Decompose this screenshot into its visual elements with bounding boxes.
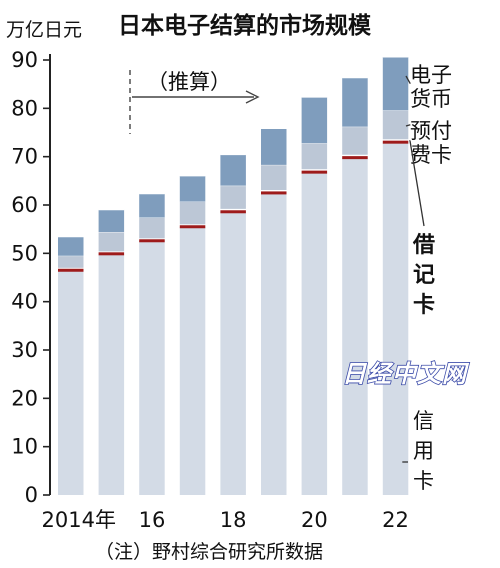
forecast-label: （推算） — [147, 70, 231, 94]
y-tick-label: 0 — [25, 483, 38, 507]
bar-segment-debit — [261, 191, 287, 195]
bar-segment-emoney — [261, 128, 287, 165]
y-tick-label: 30 — [11, 338, 38, 362]
legend-label-emoney: 电子 — [410, 63, 452, 87]
bar-segment-emoney — [301, 97, 328, 144]
bar-segment-credit — [342, 157, 368, 495]
forecast-annotation: （推算） — [129, 70, 260, 134]
bar-segment-credit — [261, 192, 287, 495]
bar-segment-credit — [98, 253, 125, 495]
bars-group — [58, 56, 409, 495]
bar-segment-debit — [58, 268, 84, 272]
legend-label-debit: 卡 — [413, 293, 435, 318]
bar-segment-credit — [220, 211, 246, 495]
x-axis-labels: 2014年 16 18 20 22 — [42, 508, 409, 532]
bar-segment-prepaid — [301, 143, 328, 170]
bar-segment-emoney — [342, 77, 368, 127]
source-note: （注）野村综合研究所数据 — [95, 541, 323, 563]
y-tick-label: 20 — [11, 386, 38, 410]
legend-label-prepaid: 费卡 — [410, 143, 452, 167]
bar-segment-credit — [301, 172, 328, 495]
x-tick-label: 16 — [139, 508, 166, 532]
y-tick-label: 50 — [11, 241, 38, 265]
bar-segment-prepaid — [139, 217, 165, 239]
forecast-label-bg — [146, 70, 230, 94]
bar-segment-prepaid — [58, 255, 84, 268]
x-tick-label: 2014年 — [42, 508, 116, 532]
legend-label-credit: 信 — [413, 409, 434, 433]
bar-segment-emoney — [139, 193, 165, 218]
y-tick-label: 60 — [11, 193, 38, 217]
y-tick-label: 90 — [11, 48, 38, 72]
bar-segment-emoney — [382, 57, 409, 111]
legend-label-debit: 记 — [413, 263, 435, 288]
y-axis: 0 10 20 30 40 50 60 70 80 90 — [11, 48, 51, 507]
legend-leader-debit — [409, 140, 425, 227]
bar-segment-emoney — [220, 154, 246, 186]
bar-segment-prepaid — [382, 110, 409, 140]
legend-label-credit: 用 — [413, 439, 434, 463]
y-tick-label: 40 — [11, 290, 38, 314]
x-tick-label: 20 — [301, 508, 328, 532]
y-tick-label: 10 — [11, 435, 38, 459]
legend-label-debit: 借 — [412, 233, 435, 258]
bar-segment-credit — [382, 142, 409, 495]
unit-label: 万亿日元 — [6, 19, 82, 41]
forecast-arrow-head — [245, 90, 260, 104]
bar-segment-debit — [301, 170, 328, 174]
bar-segment-debit — [342, 156, 368, 160]
x-tick-label: 22 — [382, 508, 409, 532]
bar-segment-credit — [139, 240, 165, 495]
legend-label-prepaid: 预付 — [410, 119, 452, 143]
bar-segment-credit — [179, 226, 206, 495]
bar-segment-emoney — [179, 176, 206, 202]
legend-leader-prepaid — [405, 124, 411, 127]
y-tick-label: 80 — [11, 96, 38, 120]
bar-segment-emoney — [98, 209, 125, 233]
bar-segment-debit — [220, 210, 246, 214]
y-tick-label: 70 — [11, 145, 38, 169]
bar-segment-credit — [58, 270, 84, 495]
bar-segment-prepaid — [179, 201, 206, 225]
bar-segment-debit — [382, 140, 409, 144]
bar-segment-prepaid — [98, 232, 125, 252]
watermark: 日经中文网 — [342, 360, 470, 388]
bar-segment-debit — [179, 225, 206, 229]
legend-label-emoney: 货币 — [410, 87, 452, 111]
bar-segment-debit — [139, 239, 165, 243]
bar-segment-emoney — [58, 236, 84, 256]
bar-segment-prepaid — [342, 126, 368, 155]
legend-leader-emoney — [405, 75, 411, 85]
legend-label-credit: 卡 — [413, 469, 434, 493]
bar-segment-prepaid — [220, 185, 246, 209]
bar-segment-debit — [98, 252, 125, 256]
chart-title: 日本电子结算的市场规模 — [118, 12, 372, 39]
x-tick-label: 18 — [220, 508, 247, 532]
bar-segment-prepaid — [261, 164, 287, 191]
